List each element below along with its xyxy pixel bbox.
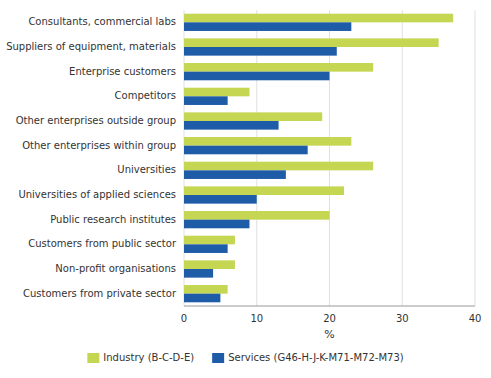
bar xyxy=(184,96,228,105)
bar xyxy=(184,285,228,294)
bar xyxy=(184,195,257,204)
bar xyxy=(184,211,330,220)
chart: Consultants, commercial labs Suppliers of… xyxy=(0,0,491,378)
grid-line xyxy=(402,10,403,306)
category-label: Public research institutes xyxy=(50,214,176,225)
bar xyxy=(184,146,308,155)
bar xyxy=(184,22,351,31)
x-tick-label: 40 xyxy=(469,313,482,324)
bar xyxy=(184,220,249,229)
grid-line xyxy=(475,10,476,306)
legend-label: Industry (B-C-D-E) xyxy=(103,352,194,363)
category-label: Enterprise customers xyxy=(69,66,176,77)
category-label: Other enterprises outside group xyxy=(16,115,176,126)
bar xyxy=(184,14,453,23)
bar xyxy=(184,294,220,303)
category-label: Suppliers of equipment, materials xyxy=(6,41,176,52)
x-tick-label: 30 xyxy=(396,313,409,324)
bar xyxy=(184,88,249,97)
bar xyxy=(184,38,439,47)
bar xyxy=(184,186,344,195)
bar xyxy=(184,137,351,146)
bar xyxy=(184,269,213,278)
bar xyxy=(184,112,322,121)
bars xyxy=(184,14,453,303)
category-label: Customers from public sector xyxy=(28,238,177,249)
legend-label: Services (G46-H-J-K-M71-M72-M73) xyxy=(228,352,404,363)
x-tick-label: 20 xyxy=(323,313,336,324)
legend-swatch xyxy=(87,353,99,363)
bar xyxy=(184,121,279,130)
bar xyxy=(184,236,235,245)
bar xyxy=(184,162,373,171)
category-label: Competitors xyxy=(115,90,176,101)
bar xyxy=(184,72,330,81)
bar xyxy=(184,260,235,269)
category-label: Universities of applied sciences xyxy=(18,189,176,200)
bar xyxy=(184,63,373,72)
grid xyxy=(184,10,475,306)
bar xyxy=(184,170,286,179)
x-axis-line xyxy=(184,306,475,307)
bar xyxy=(184,47,337,56)
x-tick-label: 10 xyxy=(250,313,263,324)
bar xyxy=(184,244,228,253)
category-label: Other enterprises within group xyxy=(22,140,176,151)
category-label: Customers from private sector xyxy=(23,288,177,299)
legend: Industry (B-C-D-E) Services (G46-H-J-K-M7… xyxy=(87,352,403,363)
category-label: Consultants, commercial labs xyxy=(28,16,176,27)
category-label: Universities xyxy=(117,164,176,175)
legend-swatch xyxy=(212,353,224,363)
category-label: Non-profit organisations xyxy=(55,263,176,274)
x-axis-label: % xyxy=(324,328,334,341)
x-tick-label: 0 xyxy=(181,313,187,324)
